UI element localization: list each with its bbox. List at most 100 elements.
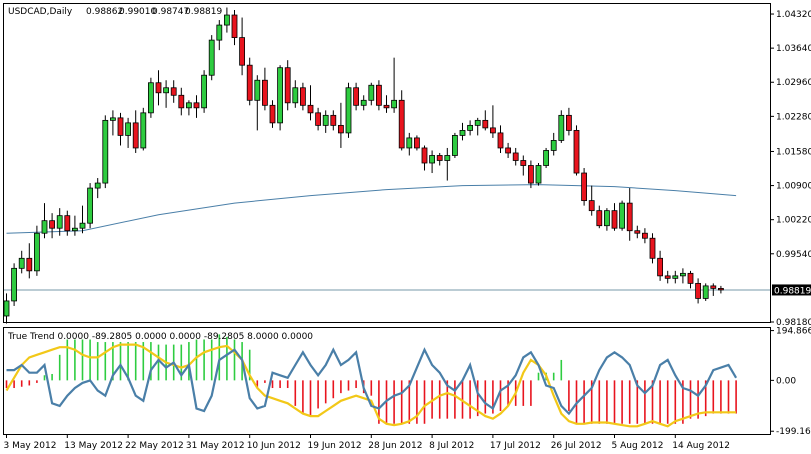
candle-body [239, 37, 246, 66]
candle-body [49, 220, 55, 229]
candle-body [292, 87, 299, 104]
candle-body [535, 165, 542, 184]
candle-body [102, 119, 109, 184]
candle-body [596, 210, 603, 227]
indicator-tick-label: 194.866 [776, 327, 811, 337]
candle-body [497, 132, 504, 149]
current-price-tag [772, 284, 811, 296]
candle-body [573, 129, 580, 174]
candle-body [110, 117, 116, 121]
candle-body [512, 152, 519, 161]
candle-body [87, 187, 93, 224]
candle-body [634, 230, 641, 234]
candle-body [505, 147, 512, 154]
price-tick-label: 1.00220 [776, 216, 811, 226]
candle-body [79, 222, 86, 229]
candle-body [657, 257, 663, 277]
candle-body [41, 220, 48, 234]
indicator-axis: 194.866 0.00 -199.166 [770, 327, 811, 437]
candle-body [72, 227, 78, 232]
time-tick-label: 31 May 2012 [186, 441, 245, 451]
candle-body [550, 140, 557, 151]
candle-body [246, 64, 253, 101]
candle-body [178, 94, 185, 109]
candle-body [345, 87, 352, 134]
candle-body [451, 135, 458, 156]
candle-body [353, 87, 360, 106]
candle-body [482, 119, 489, 129]
candle-body [474, 119, 481, 126]
candle-body [520, 160, 527, 166]
chart-symbol: USDCAD,Daily [8, 7, 73, 17]
candle-body [543, 150, 549, 166]
price-tick-label: 1.02960 [776, 78, 811, 88]
candle-body [64, 215, 71, 232]
candle-body [163, 87, 170, 94]
candle-body [391, 99, 398, 109]
time-tick-label: 14 Aug 2012 [672, 441, 730, 451]
price-tick-label: 0.98180 [776, 318, 811, 328]
time-tick-label: 17 Jul 2012 [490, 441, 541, 451]
candle-body [664, 275, 671, 279]
indicator-title: True Trend 0.0000 -89.2805 0.0000 0.0000… [7, 332, 313, 342]
moving-average-line [6, 184, 737, 234]
candle-body [566, 114, 572, 131]
candle-body [626, 202, 633, 232]
price-axis: 1.04320 1.03640 1.02960 1.02280 1.01580 1.009… [770, 10, 811, 328]
price-tick-label: 1.00900 [776, 182, 811, 192]
time-tick-label: 3 May 2012 [4, 441, 57, 451]
candle-body [94, 182, 101, 189]
price-panel[interactable] [3, 3, 771, 323]
candle-body [185, 102, 192, 109]
candle-body [413, 137, 420, 149]
candle-body [718, 287, 724, 291]
candle-body [315, 112, 322, 126]
candle-body [695, 282, 701, 299]
candle-body [147, 82, 154, 114]
true-trend-yellow-line [5, 343, 737, 428]
candle-body [429, 155, 436, 164]
time-tick-label: 5 Aug 2012 [612, 441, 664, 451]
candle-body [125, 122, 131, 136]
candle-body [18, 257, 25, 269]
time-tick-label: 28 Jun 2012 [368, 441, 422, 451]
candle-body [375, 84, 382, 106]
candle-body [170, 87, 177, 96]
candle-body [193, 102, 200, 109]
candle-body [444, 155, 451, 161]
chart-close: 0.98819 [185, 7, 222, 17]
indicator-tick-label: 0.00 [776, 376, 796, 386]
indicator-panel[interactable] [3, 327, 771, 435]
price-tick-label: 1.03640 [776, 44, 811, 54]
candle-body [619, 202, 625, 229]
candle-body [117, 117, 124, 136]
candle-body [406, 137, 413, 149]
time-tick-label: 8 Jul 2012 [429, 441, 474, 451]
candle-body [436, 155, 443, 161]
price-tick-label: 0.99540 [776, 250, 811, 260]
candle-body [155, 82, 162, 94]
candle-body [611, 210, 618, 229]
candle-body [604, 210, 610, 227]
candle-body [360, 99, 367, 106]
candle-body [528, 165, 534, 184]
candle-body [231, 14, 238, 39]
candle-body [208, 39, 215, 76]
candle-body [26, 257, 33, 272]
candle-body [687, 272, 694, 284]
chart-low: 0.98747 [152, 7, 189, 17]
chart-open: 0.98862 [86, 7, 123, 17]
candle-body [702, 285, 709, 299]
price-tick-label: 1.02280 [776, 112, 811, 122]
candle-body [56, 215, 63, 229]
candle-body [680, 272, 686, 277]
candle-body [649, 237, 656, 259]
time-tick-label: 26 Jul 2012 [551, 441, 602, 451]
candle-body [223, 14, 230, 26]
candle-body [672, 275, 679, 279]
candle-body [261, 79, 268, 106]
candle-body [11, 267, 18, 302]
true-trend-blue-line [6, 347, 738, 416]
candle-body [710, 285, 717, 289]
